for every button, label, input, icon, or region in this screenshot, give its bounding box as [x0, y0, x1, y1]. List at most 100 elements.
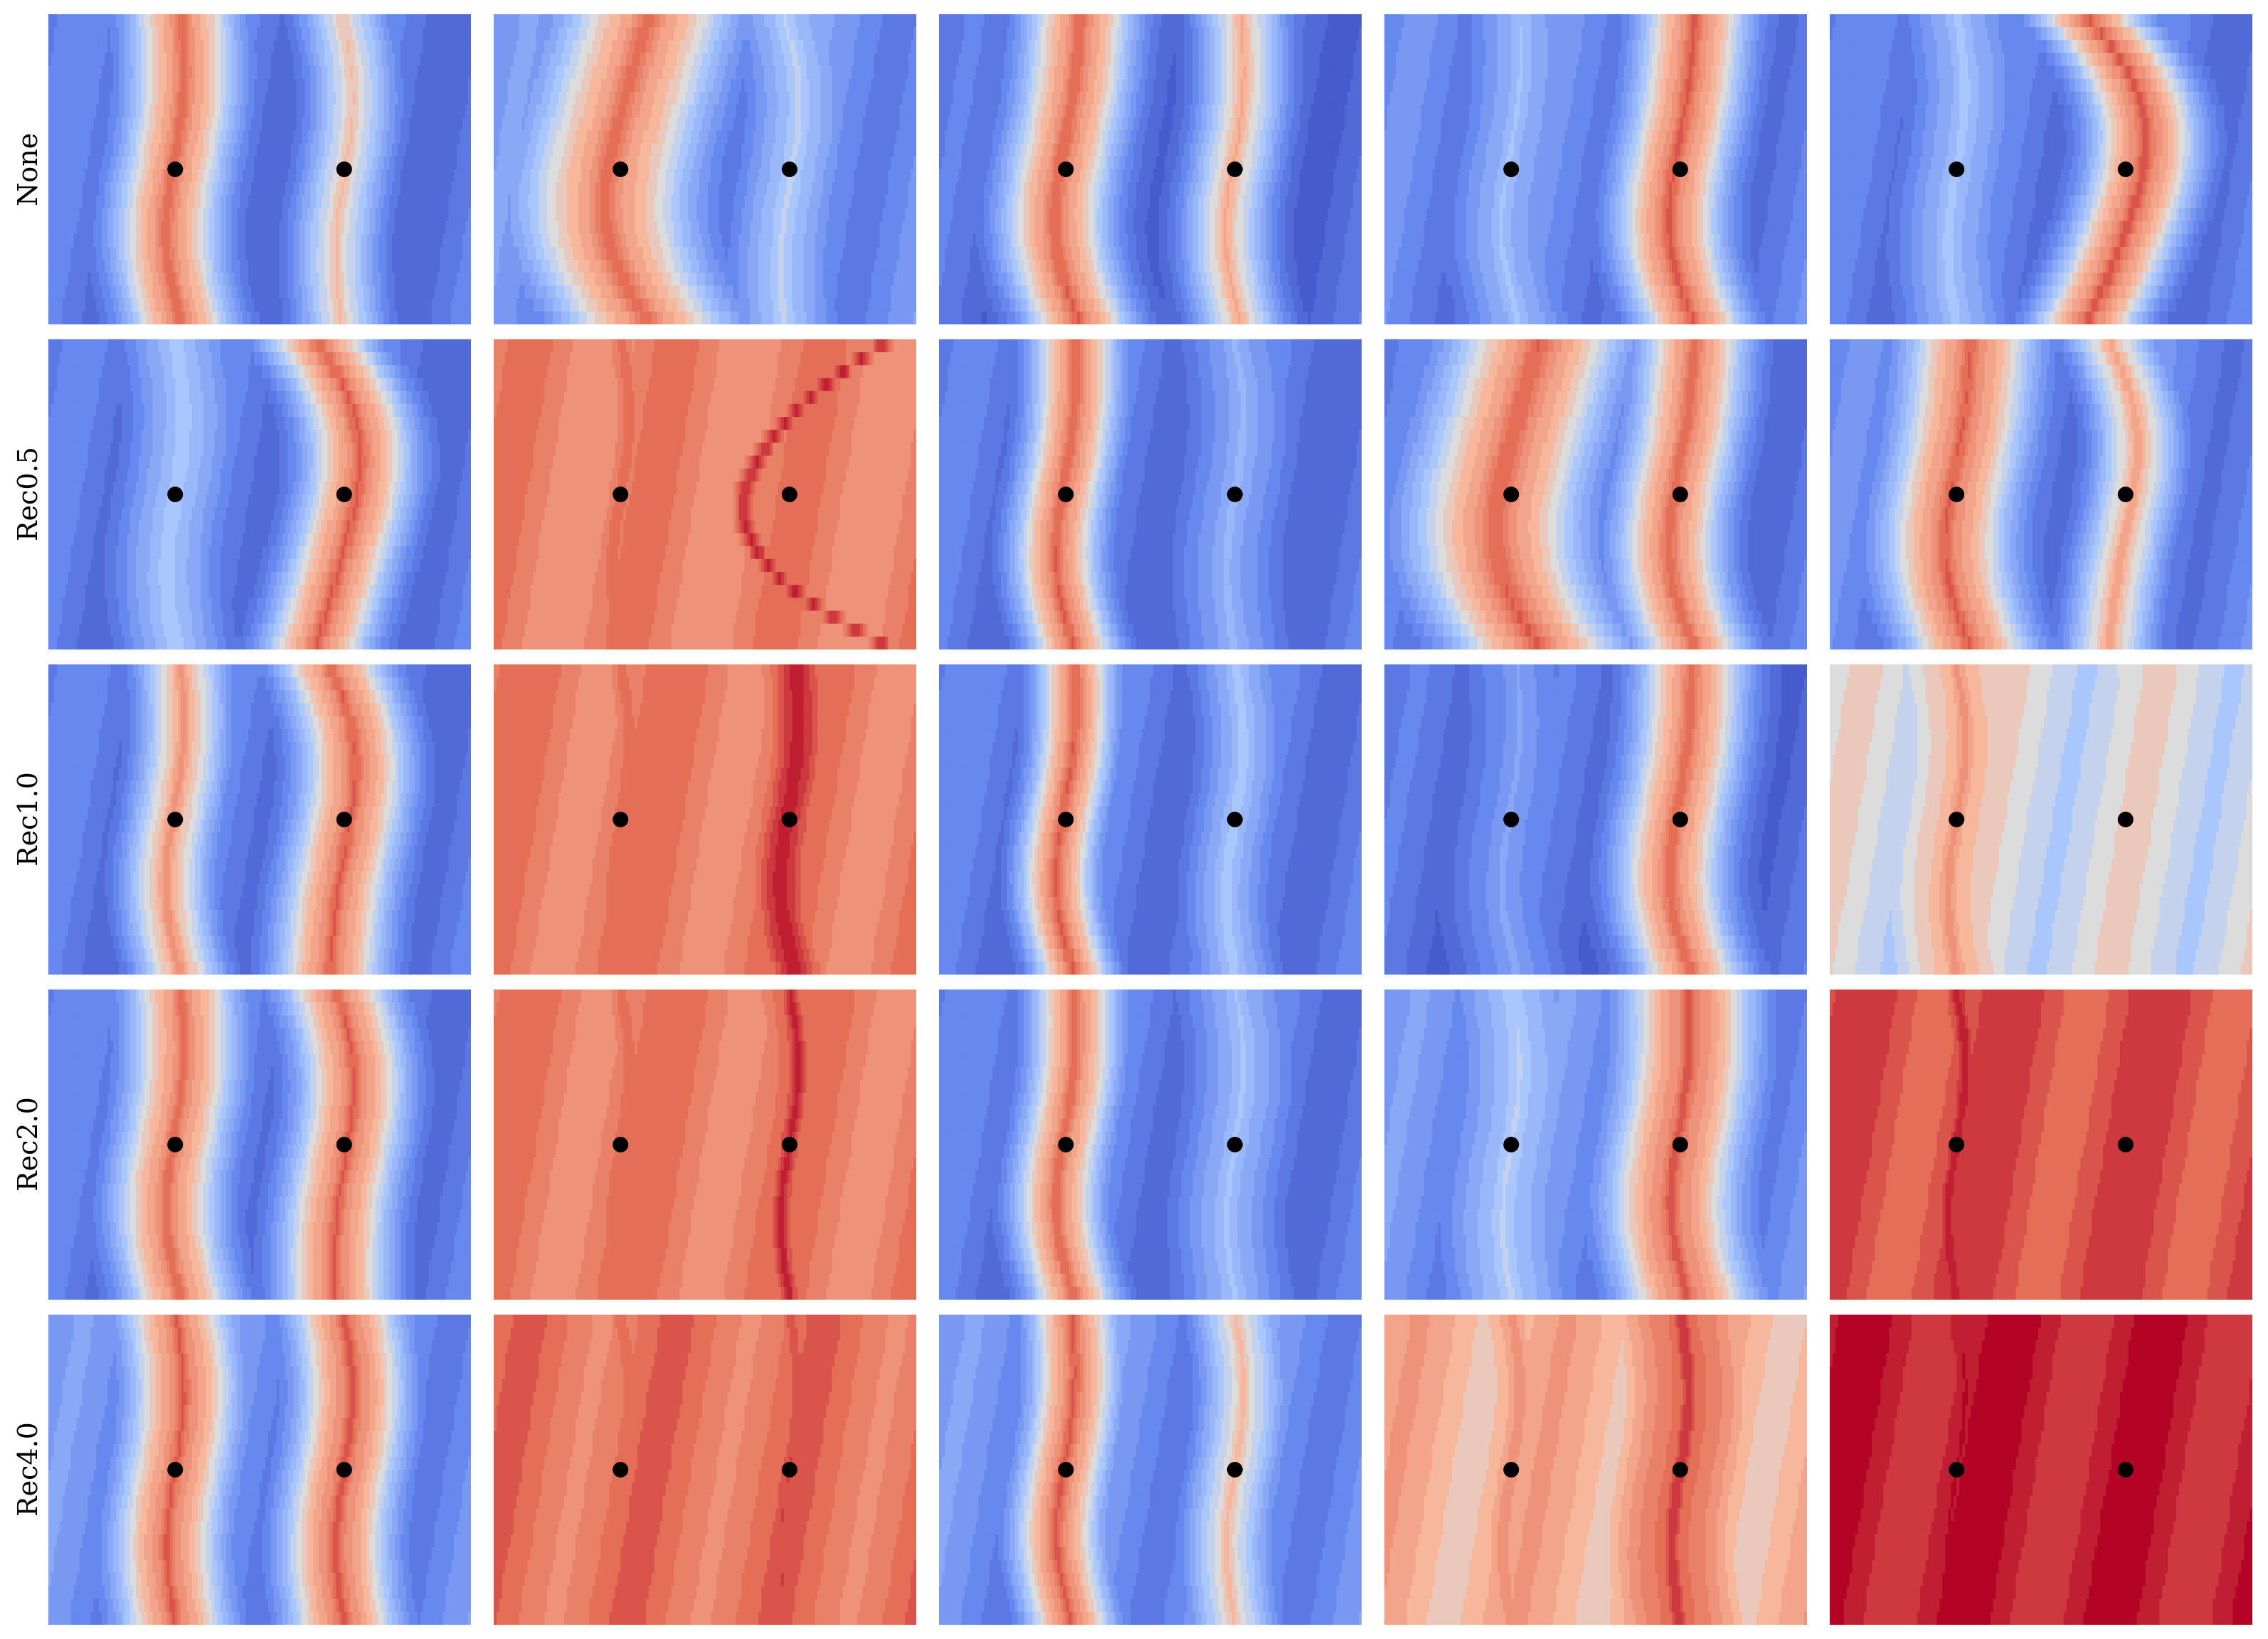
heatmap-cell: [65, 260, 69, 273]
heatmap-cell: [234, 157, 238, 170]
heatmap-cell: [161, 79, 164, 92]
heatmap-cell: [274, 312, 277, 324]
heatmap-cell: [767, 117, 770, 131]
heatmap-cell: [240, 299, 243, 312]
heatmap-cell: [294, 66, 297, 80]
heatmap-cell: [153, 27, 157, 41]
heatmap-cell: [522, 40, 526, 53]
heatmap-cell: [741, 79, 745, 92]
heatmap-cell: [688, 14, 691, 28]
heatmap-cell: [420, 169, 424, 183]
heatmap-cell: [142, 40, 145, 53]
heatmap-cell: [635, 92, 638, 105]
heatmap-cell: [378, 234, 381, 248]
heatmap-cell: [871, 14, 875, 28]
heatmap-cell: [372, 169, 376, 183]
heatmap-cell: [817, 79, 821, 92]
heatmap-cell: [203, 169, 207, 183]
heatmap-cell: [395, 131, 398, 144]
heatmap-cell: [280, 144, 283, 157]
heatmap-cell: [804, 27, 807, 41]
heatmap-cell: [212, 299, 216, 312]
heatmap-cell: [837, 14, 841, 28]
heatmap-cell: [90, 221, 94, 235]
heatmap-cell: [778, 117, 782, 131]
heatmap-cell: [218, 286, 221, 299]
heatmap-cell: [392, 66, 396, 80]
heatmap-cell: [468, 260, 471, 273]
heatmap-cell: [251, 66, 255, 80]
heatmap-cell: [423, 105, 427, 118]
heatmap-cell: [728, 79, 731, 92]
heatmap-cell: [810, 27, 813, 41]
heatmap-cell: [386, 14, 390, 28]
heatmap-cell: [153, 169, 157, 183]
heatmap-cell: [587, 40, 590, 53]
heatmap-cell: [71, 272, 75, 286]
heatmap-cell: [429, 169, 433, 183]
heatmap-cell: [685, 92, 689, 105]
heatmap-cell: [198, 234, 201, 248]
heatmap-cell: [150, 312, 154, 324]
heatmap-cell: [635, 105, 638, 118]
heatmap-cell: [787, 66, 790, 80]
heatmap-cell: [415, 92, 418, 105]
heatmap-cell: [302, 92, 305, 105]
heatmap-cell: [169, 14, 173, 28]
heatmap-cell: [136, 79, 139, 92]
heatmap-cell: [63, 286, 66, 299]
heatmap-cell: [646, 105, 650, 118]
heatmap-cell: [817, 92, 821, 105]
heatmap-cell: [189, 79, 193, 92]
heatmap-cell: [299, 299, 302, 312]
heatmap-cell: [209, 117, 213, 131]
heatmap-cell: [313, 221, 317, 235]
heatmap-cell: [63, 40, 66, 53]
heatmap-cell: [753, 92, 756, 105]
heatmap-cell: [302, 221, 305, 235]
heatmap-cell: [110, 117, 114, 131]
heatmap-cell: [294, 144, 297, 157]
heatmap-cell: [254, 40, 258, 53]
heatmap-cell: [122, 79, 125, 92]
heatmap-cell: [83, 286, 86, 299]
heatmap-cell: [567, 66, 571, 80]
heatmap-cell: [57, 221, 60, 235]
heatmap-cell: [74, 66, 78, 80]
heatmap-cell: [310, 312, 314, 324]
heatmap-cell: [525, 105, 529, 118]
heatmap-cell: [277, 131, 280, 144]
heatmap-cell: [324, 260, 328, 273]
heatmap-cell: [133, 131, 137, 144]
heatmap-cell: [364, 40, 368, 53]
heatmap-cell: [206, 144, 210, 157]
heatmap-cell: [203, 272, 207, 286]
heatmap-cell: [310, 157, 314, 170]
heatmap-cell: [294, 105, 297, 118]
heatmap-cell: [330, 144, 334, 157]
heatmap-cell: [494, 66, 497, 80]
heatmap-cell: [228, 312, 232, 324]
heatmap-cell: [454, 66, 457, 80]
heatmap-cell: [243, 221, 246, 235]
heatmap-cell: [409, 131, 413, 144]
heatmap-cell: [429, 131, 433, 144]
heatmap-cell: [299, 117, 302, 131]
heatmap-cell: [282, 131, 286, 144]
heatmap-cell: [330, 260, 334, 273]
heatmap-cell: [375, 221, 378, 235]
heatmap-cell: [178, 221, 181, 235]
heatmap-cell: [251, 221, 255, 235]
heatmap-cell: [96, 66, 100, 80]
heatmap-cell: [83, 40, 86, 53]
heatmap-cell: [74, 144, 78, 157]
heatmap-cell: [68, 272, 72, 286]
heatmap-cell: [285, 105, 289, 118]
heatmap-cell: [398, 195, 401, 208]
heatmap-cell: [415, 221, 418, 235]
heatmap-cell: [761, 79, 765, 92]
heatmap-cell: [277, 40, 280, 53]
heatmap-cell: [359, 299, 362, 312]
heatmap-cell: [711, 14, 714, 28]
heatmap-cell: [882, 53, 886, 67]
